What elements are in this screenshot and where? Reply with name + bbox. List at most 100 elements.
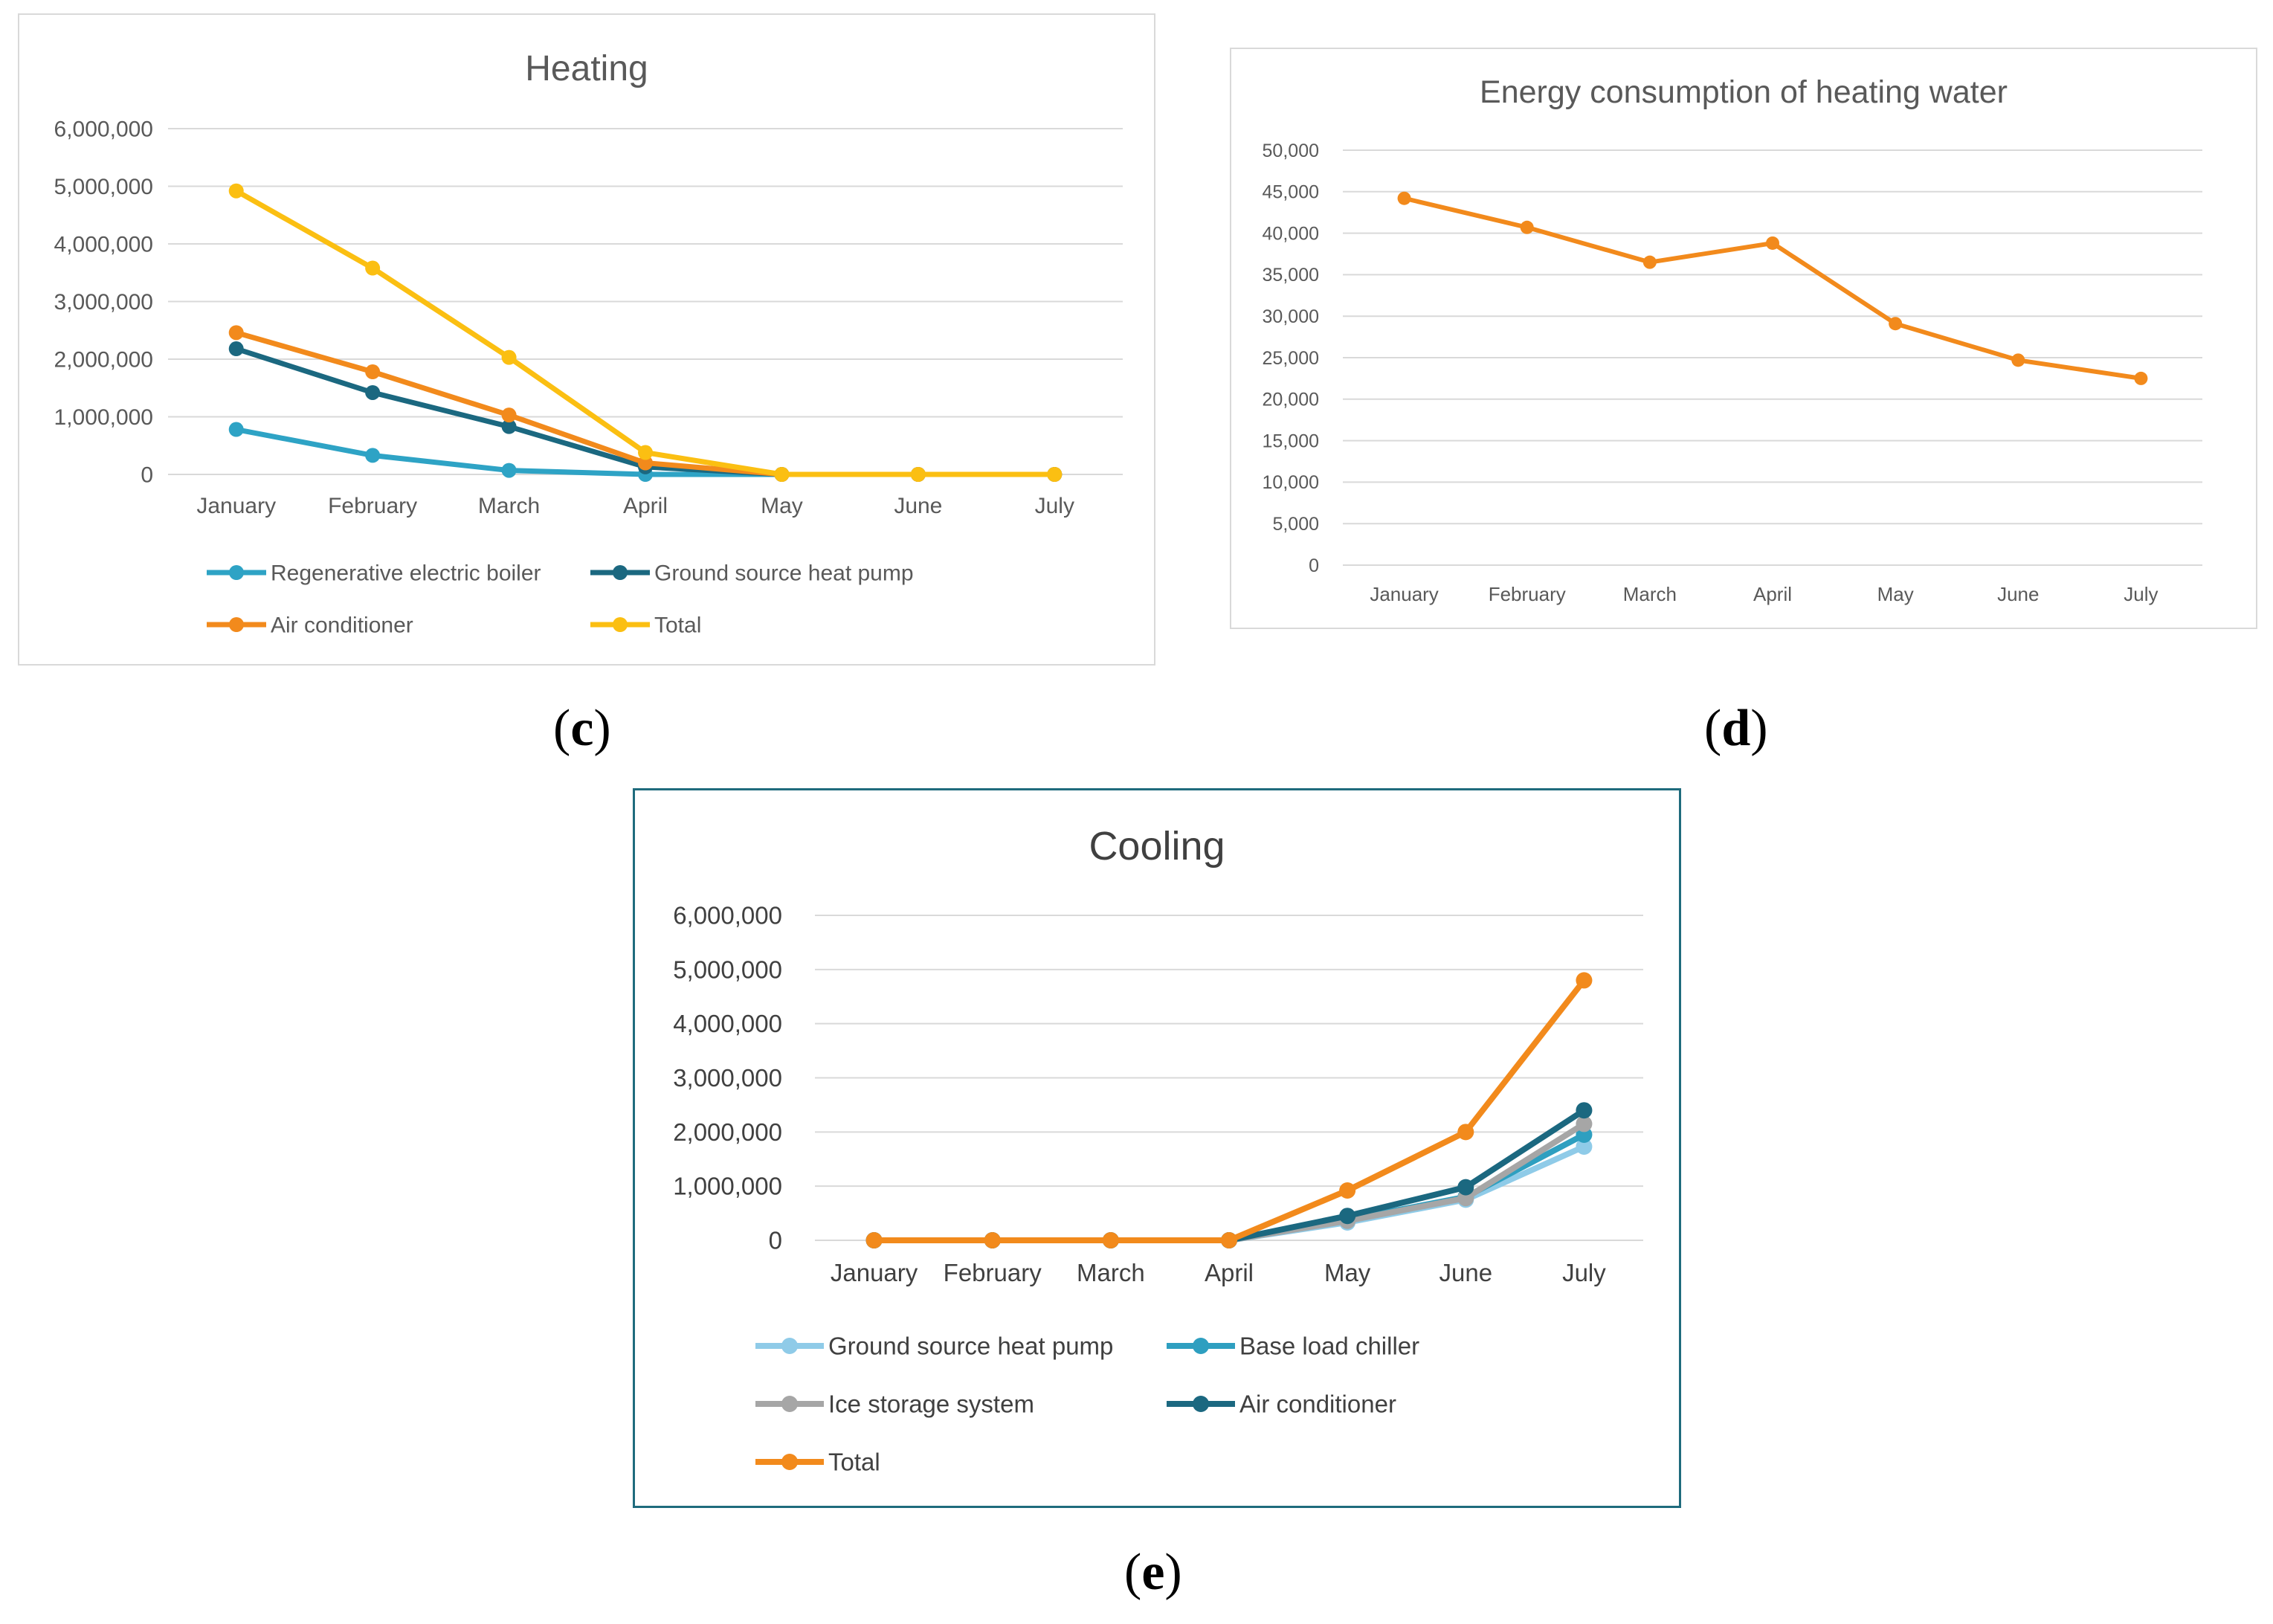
y-tick-label: 5,000	[1272, 514, 1319, 535]
chart-title: Cooling	[1089, 824, 1225, 869]
data-point-ground-source-heat-pump	[1576, 1138, 1593, 1155]
data-point-air-conditioner	[228, 325, 244, 341]
data-point-air-conditioner	[1576, 1102, 1593, 1119]
data-point-total	[365, 260, 381, 276]
y-tick-label: 3,000,000	[673, 1064, 782, 1092]
x-tick-label: January	[196, 494, 276, 518]
x-tick-label: January	[831, 1259, 918, 1286]
data-point-ground-source-heat-pump	[365, 384, 381, 400]
legend-label-total: Total	[654, 613, 701, 638]
data-point-total	[1102, 1232, 1119, 1248]
heating-chart-panel: Heating 0 1,000,000 2,000,000 3,000,000 4,000…	[18, 13, 1155, 666]
data-point-energy-consumption-of-heating-water	[1766, 236, 1779, 250]
data-point-ground-source-heat-pump	[501, 419, 517, 434]
y-tick-label: 45,000	[1263, 182, 1319, 203]
x-tick-label: April	[1753, 583, 1792, 605]
data-point-air-conditioner	[1457, 1179, 1474, 1196]
data-point-air-conditioner	[501, 407, 517, 423]
chart-title: Energy consumption of heating water	[1480, 74, 2008, 110]
data-point-total	[228, 183, 244, 199]
data-point-air-conditioner	[365, 364, 381, 380]
caption-d: (d)	[1704, 700, 1768, 757]
x-tick-label: July	[1035, 494, 1074, 518]
data-point-energy-consumption-of-heating-water	[2011, 353, 2025, 367]
legend-label-ground-source-heat-pump: Ground source heat pump	[828, 1333, 1113, 1360]
series-line-total	[233, 188, 1057, 477]
legend-marker-regenerative-electric-boiler	[229, 565, 244, 580]
x-tick-label: June	[1997, 583, 2039, 605]
y-tick-label: 5,000,000	[54, 175, 153, 199]
legend-label-ground-source-heat-pump: Ground source heat pump	[654, 561, 914, 586]
data-point-energy-consumption-of-heating-water	[1889, 317, 1903, 331]
legend-label-total: Total	[828, 1449, 880, 1476]
data-point-regenerative-electric-boiler	[501, 463, 517, 478]
legend-label-air-conditioner: Air conditioner	[1239, 1391, 1396, 1418]
data-point-ground-source-heat-pump	[228, 341, 244, 357]
x-tick-label: March	[478, 494, 540, 518]
data-point-total	[984, 1232, 1001, 1248]
data-point-energy-consumption-of-heating-water	[2134, 371, 2148, 385]
data-point-air-conditioner	[1339, 1208, 1356, 1225]
legend-marker-total	[781, 1454, 798, 1470]
cooling-chart-panel: Cooling 0 1,000,000 2,000,000 3,000,000 4,000…	[633, 788, 1681, 1508]
x-tick-label: April	[1205, 1259, 1254, 1286]
data-point-energy-consumption-of-heating-water	[1642, 255, 1657, 269]
x-tick-label: February	[944, 1259, 1042, 1286]
legend-label-ice-storage-system: Ice storage system	[828, 1391, 1034, 1418]
x-tick-label: February	[1489, 583, 1566, 605]
data-point-regenerative-electric-boiler	[228, 422, 244, 437]
x-tick-label: June	[894, 494, 942, 518]
y-tick-label: 5,000,000	[673, 956, 782, 983]
series-line-total	[871, 977, 1587, 1243]
chart-title: Heating	[525, 49, 648, 88]
legend-marker-air-conditioner	[229, 617, 244, 632]
x-tick-label: June	[1439, 1259, 1493, 1286]
y-tick-label: 10,000	[1263, 472, 1319, 493]
y-tick-label: 40,000	[1263, 223, 1319, 244]
x-tick-label: March	[1623, 583, 1677, 605]
series-line-energy-consumption-of-heating-water	[1402, 196, 2144, 381]
legend-marker-ground-source-heat-pump	[781, 1338, 798, 1354]
legend-marker-base-load-chiller	[1193, 1338, 1209, 1354]
data-point-total	[1339, 1182, 1356, 1199]
y-tick-label: 50,000	[1263, 141, 1319, 161]
x-tick-label: March	[1077, 1259, 1145, 1286]
heating-water-chart-panel: Energy consumption of heating water 0 5,00…	[1230, 48, 2257, 629]
data-point-total	[865, 1232, 883, 1248]
data-point-total	[1221, 1232, 1237, 1248]
legend-marker-ground-source-heat-pump	[613, 565, 628, 580]
y-tick-label: 1,000,000	[673, 1173, 782, 1200]
legend-marker-ice-storage-system	[781, 1396, 798, 1412]
y-tick-label: 3,000,000	[54, 290, 153, 315]
y-tick-label: 1,000,000	[54, 405, 153, 430]
y-tick-label: 15,000	[1263, 431, 1319, 451]
data-point-regenerative-electric-boiler	[365, 448, 381, 463]
data-point-energy-consumption-of-heating-water	[1520, 220, 1534, 234]
caption-c: (c)	[553, 700, 611, 757]
cooling-chart: Cooling 0 1,000,000 2,000,000 3,000,000 4,000…	[673, 824, 1643, 1476]
heating-water-chart: Energy consumption of heating water 0 5,00…	[1263, 74, 2202, 605]
y-tick-label: 6,000,000	[54, 117, 153, 142]
x-tick-label: January	[1370, 583, 1439, 605]
data-point-total	[1047, 467, 1063, 482]
y-tick-label: 4,000,000	[673, 1010, 782, 1037]
data-point-ice-storage-system	[1576, 1115, 1593, 1132]
data-point-total	[774, 467, 790, 482]
data-point-air-conditioner	[638, 455, 653, 471]
legend-label-base-load-chiller: Base load chiller	[1239, 1333, 1419, 1360]
data-point-total	[1576, 972, 1593, 989]
x-tick-label: April	[623, 494, 668, 518]
y-tick-label: 4,000,000	[54, 233, 153, 257]
y-tick-label: 30,000	[1263, 306, 1319, 327]
x-tick-label: February	[328, 494, 417, 518]
y-tick-label: 6,000,000	[673, 902, 782, 929]
data-point-total	[638, 445, 653, 460]
legend-marker-total	[613, 617, 628, 632]
y-tick-label: 35,000	[1263, 265, 1319, 286]
data-point-total	[1457, 1124, 1474, 1141]
heating-chart: Heating 0 1,000,000 2,000,000 3,000,000 4,000…	[54, 49, 1123, 638]
x-tick-label: May	[1877, 583, 1914, 605]
y-tick-label: 0	[141, 463, 153, 488]
data-point-energy-consumption-of-heating-water	[1397, 191, 1411, 205]
x-tick-label: May	[761, 494, 803, 518]
